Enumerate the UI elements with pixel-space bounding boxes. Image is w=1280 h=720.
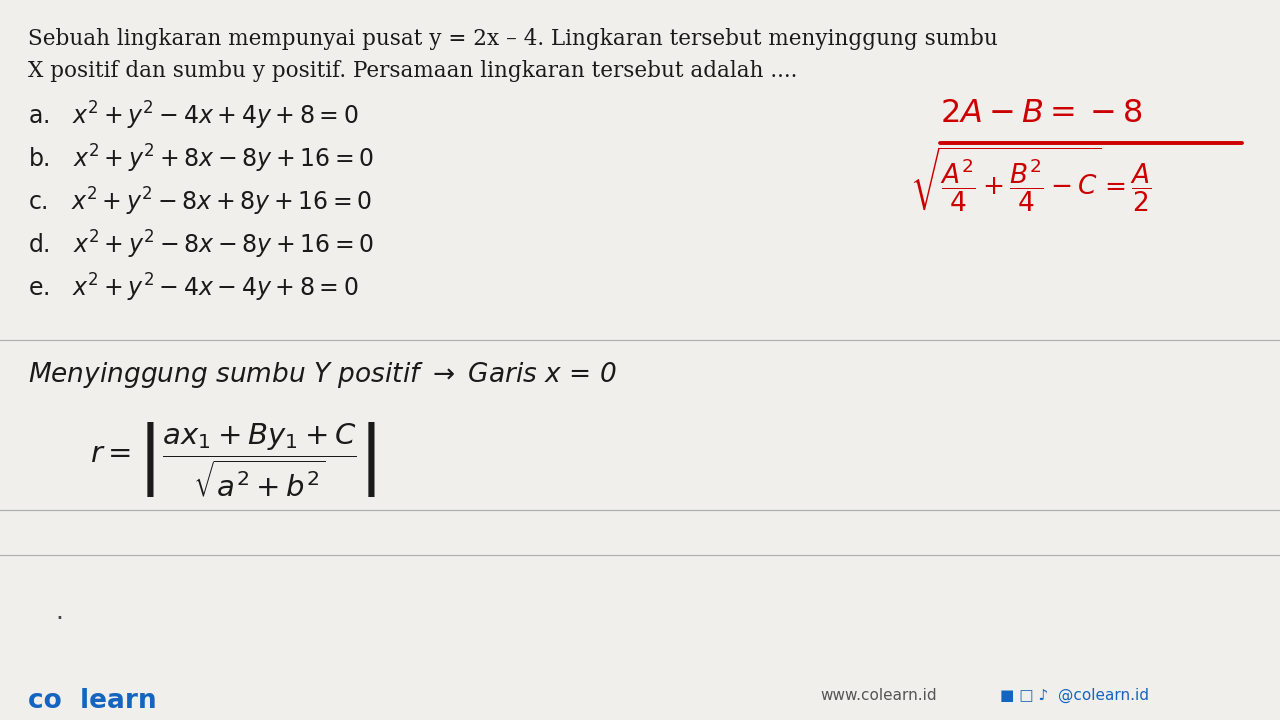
Text: e.   $x^2 + y^2 - 4x - 4y + 8 = 0$: e. $x^2 + y^2 - 4x - 4y + 8 = 0$ — [28, 272, 358, 304]
Text: b.   $x^2 + y^2 + 8x - 8y + 16 = 0$: b. $x^2 + y^2 + 8x - 8y + 16 = 0$ — [28, 143, 374, 175]
Text: c.   $x^2 + y^2 - 8x + 8y + 16 = 0$: c. $x^2 + y^2 - 8x + 8y + 16 = 0$ — [28, 186, 372, 218]
Text: d.   $x^2 + y^2 - 8x - 8y + 16 = 0$: d. $x^2 + y^2 - 8x - 8y + 16 = 0$ — [28, 229, 374, 261]
Text: www.colearn.id: www.colearn.id — [820, 688, 937, 703]
Text: X positif dan sumbu y positif. Persamaan lingkaran tersebut adalah ....: X positif dan sumbu y positif. Persamaan… — [28, 60, 797, 82]
Text: Sebuah lingkaran mempunyai pusat y = 2x – 4. Lingkaran tersebut menyinggung sumb: Sebuah lingkaran mempunyai pusat y = 2x … — [28, 28, 997, 50]
Text: ■ □ ♪  @colearn.id: ■ □ ♪ @colearn.id — [1000, 688, 1149, 703]
Text: a.   $x^2 + y^2 - 4x + 4y + 8 = 0$: a. $x^2 + y^2 - 4x + 4y + 8 = 0$ — [28, 100, 358, 132]
Text: co  learn: co learn — [28, 688, 156, 714]
Text: .: . — [55, 600, 63, 624]
Text: $r = \left| \dfrac{ax_1 + By_1 + C}{\sqrt{a^2 + b^2}} \right|$: $r = \left| \dfrac{ax_1 + By_1 + C}{\sqr… — [90, 420, 375, 499]
Text: Menyinggung sumbu Y positif $\rightarrow$ Garis x = 0: Menyinggung sumbu Y positif $\rightarrow… — [28, 360, 617, 390]
Text: $2A - B = -8$: $2A - B = -8$ — [940, 98, 1142, 129]
Text: $\sqrt{\dfrac{A^2}{4} + \dfrac{B^2}{4} - C} = \dfrac{A}{2}$: $\sqrt{\dfrac{A^2}{4} + \dfrac{B^2}{4} -… — [910, 145, 1152, 214]
